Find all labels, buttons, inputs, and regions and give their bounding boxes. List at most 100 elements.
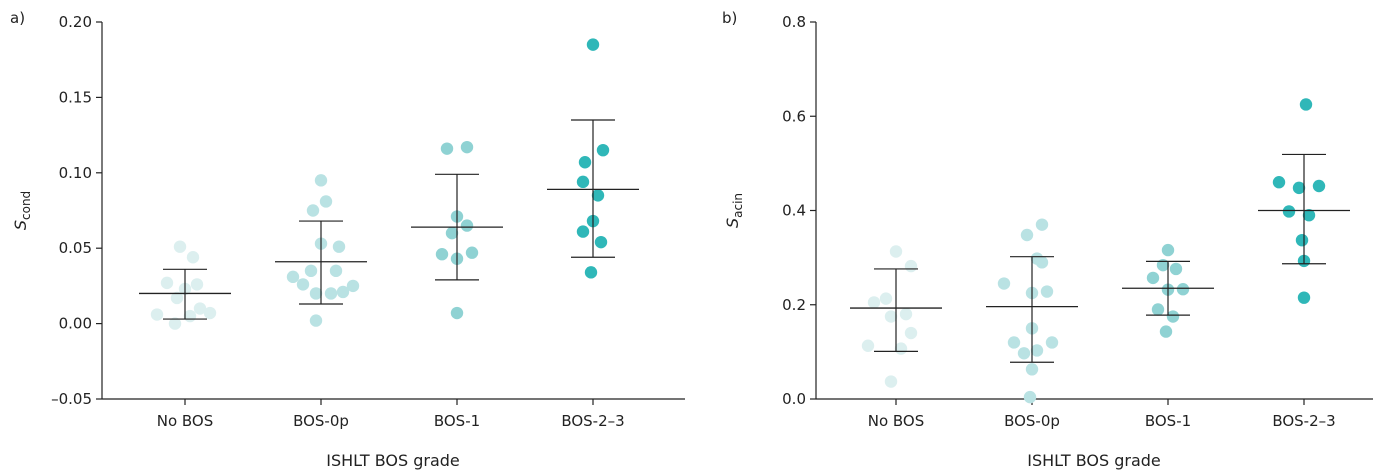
data-point	[1040, 285, 1054, 298]
data-point	[306, 204, 320, 217]
data-point	[591, 189, 605, 202]
data-point	[296, 278, 310, 291]
data-point	[1151, 303, 1165, 316]
data-point	[884, 310, 898, 323]
data-point	[435, 248, 449, 261]
data-point	[168, 317, 182, 330]
data-point	[879, 292, 893, 305]
panel-a: –0.05 0.00 0.05 0.10 0.15 0.20 No BOS BOS-0p BOS…	[10, 9, 685, 470]
y-axis-title-main: S	[723, 218, 742, 228]
y-tick-label: 0.6	[782, 107, 806, 125]
data-point	[884, 375, 898, 388]
data-point	[578, 156, 592, 169]
data-point	[1025, 363, 1039, 376]
data-point	[1299, 98, 1313, 111]
data-point	[1030, 252, 1044, 265]
y-tick-label: 0.10	[59, 164, 92, 182]
data-point	[576, 175, 590, 189]
data-point	[450, 306, 464, 320]
data-point	[594, 235, 608, 249]
y-tick-label: 0.8	[782, 13, 806, 31]
x-tick-label: No BOS	[868, 412, 925, 430]
data-point	[1035, 218, 1049, 231]
data-point	[203, 306, 217, 320]
panel-b: 0.0 0.2 0.4 0.6 0.8 No BOS BOS-0p BOS-1 BOS-2–3 I…	[722, 9, 1373, 470]
data-point	[1156, 258, 1170, 272]
panel-label: a)	[10, 9, 25, 27]
data-point	[150, 308, 164, 321]
data-point	[329, 264, 343, 278]
y-tick-label: 0.20	[59, 13, 92, 31]
panel-label: b)	[722, 9, 737, 27]
data-point	[173, 240, 187, 253]
data-point	[309, 287, 323, 300]
data-point	[1295, 233, 1309, 247]
data-point	[1297, 291, 1311, 304]
data-point	[445, 226, 459, 240]
data-point	[1023, 390, 1037, 404]
data-point	[1282, 205, 1296, 218]
data-point	[324, 287, 338, 300]
data-point	[861, 339, 875, 352]
data-point	[584, 266, 598, 279]
data-point	[1166, 310, 1180, 323]
x-axis-title: ISHLT BOS grade	[1027, 451, 1161, 470]
x-tick-label: BOS-1	[1145, 412, 1191, 430]
data-point	[460, 140, 474, 154]
data-point	[576, 225, 590, 238]
data-point	[586, 38, 600, 51]
data-point	[309, 314, 323, 327]
y-tick-label: –0.05	[51, 390, 92, 408]
data-point	[997, 277, 1011, 290]
data-point	[1020, 228, 1034, 242]
data-point	[889, 245, 903, 258]
y-tick-label: 0.0	[782, 390, 806, 408]
data-point	[1302, 209, 1316, 222]
data-point	[1030, 344, 1044, 357]
y-axis-title-sub: cond	[19, 191, 33, 220]
data-point	[460, 219, 474, 232]
x-tick-label: No BOS	[157, 412, 214, 430]
data-point	[1045, 336, 1059, 349]
data-point	[1146, 271, 1160, 285]
data-point	[1159, 325, 1173, 338]
y-axis-title: Sacin	[723, 193, 745, 228]
data-point	[1312, 179, 1326, 193]
data-point	[440, 142, 454, 155]
data-point	[183, 309, 197, 323]
x-tick-label: BOS-1	[434, 412, 480, 430]
x-tick-label: BOS-0p	[1004, 412, 1060, 430]
y-tick-label: 0.00	[59, 315, 92, 333]
data-point	[867, 296, 881, 309]
data-point	[314, 174, 328, 187]
data-point	[186, 251, 200, 264]
data-point	[286, 270, 300, 284]
data-point	[332, 240, 346, 253]
data-point	[904, 326, 918, 340]
data-point	[346, 279, 360, 293]
data-point	[304, 264, 318, 278]
data-point	[1272, 176, 1286, 189]
y-axis-title: Scond	[11, 191, 33, 230]
data-point	[1161, 243, 1175, 257]
data-point	[1017, 347, 1031, 360]
data-point	[899, 307, 913, 321]
data-point	[1176, 282, 1190, 296]
data-point	[170, 291, 184, 305]
y-tick-label: 0.05	[59, 239, 92, 257]
x-axis-title: ISHLT BOS grade	[326, 451, 460, 470]
data-point	[465, 246, 479, 259]
y-tick-label: 0.4	[782, 202, 806, 220]
y-axis-title-sub: acin	[731, 193, 745, 218]
y-axis-title-main: S	[11, 220, 30, 230]
data-point	[190, 278, 204, 291]
data-point	[160, 276, 174, 290]
data-point	[1292, 181, 1306, 195]
data-point	[904, 259, 918, 273]
data-point	[336, 285, 350, 299]
data-point	[1007, 336, 1021, 349]
y-tick-label: 0.2	[782, 296, 806, 314]
x-tick-label: BOS-2–3	[1272, 412, 1335, 430]
data-point	[1169, 262, 1183, 276]
